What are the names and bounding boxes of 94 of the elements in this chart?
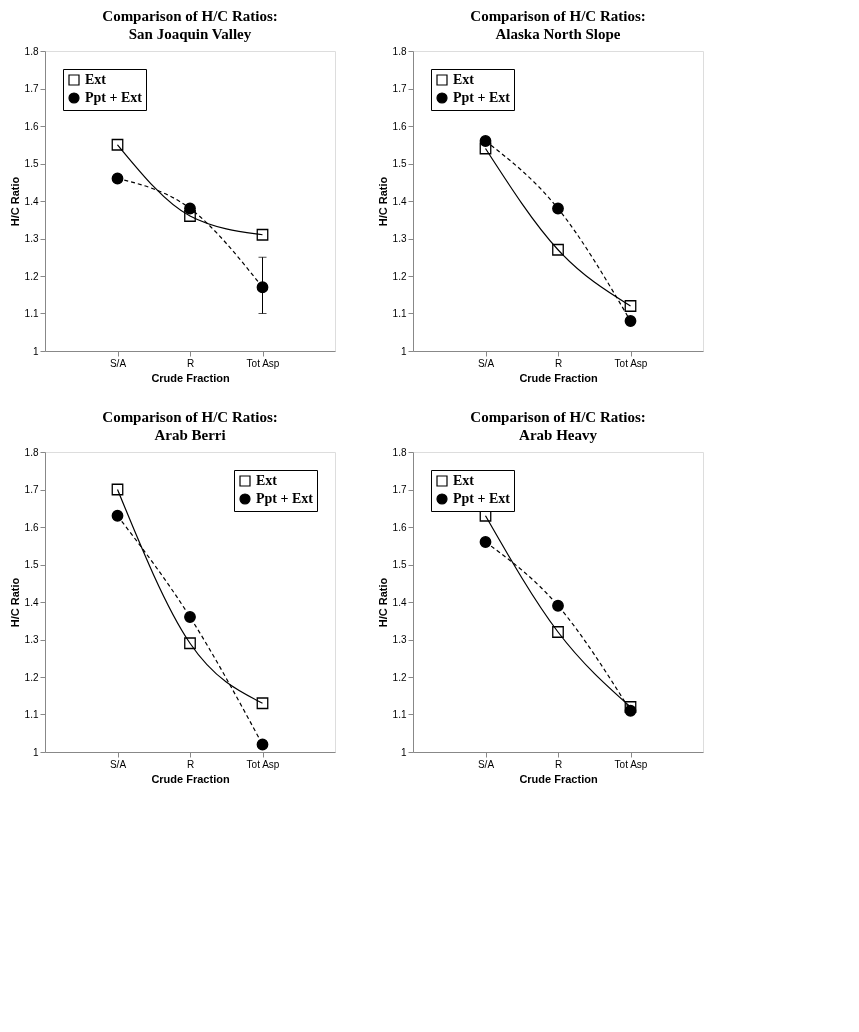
x-tick-label: S/A (477, 357, 495, 369)
y-tick-label: 1.1 (392, 709, 407, 720)
y-tick-label: 1.7 (392, 484, 407, 495)
y-tick-label: 1.6 (392, 120, 407, 132)
x-tick-label: Tot Asp (614, 758, 648, 770)
point (184, 637, 196, 650)
y-tick-label: 1.5 (392, 158, 407, 169)
point (479, 142, 492, 155)
y-tick-label: 1.6 (392, 521, 407, 533)
x-axis-title: Crude Fraction (151, 371, 230, 384)
chart-subtitle: Arab Heavy (519, 427, 598, 443)
y-tick-label: 1 (32, 345, 39, 357)
chart-title: Comparison of H/C Ratios: (470, 409, 646, 425)
point (624, 704, 637, 717)
point (184, 210, 196, 222)
point (552, 243, 564, 256)
y-tick-label: 1.7 (24, 83, 39, 94)
x-tick-label: R (554, 357, 563, 369)
point (256, 738, 269, 751)
point (256, 281, 269, 294)
point (479, 536, 492, 548)
y-tick-label: 1.4 (24, 596, 39, 608)
point (111, 172, 124, 185)
y-tick-label: 1.4 (392, 195, 407, 207)
y-tick-label: 1.8 (24, 446, 39, 458)
y-tick-label: 1.3 (24, 634, 39, 645)
point (624, 300, 637, 312)
point (111, 509, 124, 522)
x-tick-label: S/A (109, 758, 127, 770)
y-axis-title: H/C Ratio (376, 176, 389, 227)
y-tick-label: 1.5 (24, 158, 39, 169)
x-tick-label: R (554, 758, 563, 770)
y-tick-label: 1 (400, 746, 407, 758)
legend-label: Ppt + Ext (453, 90, 511, 105)
point (552, 599, 564, 612)
legend-label: Ext (453, 473, 475, 488)
y-tick-label: 1.2 (392, 671, 407, 683)
y-tick-label: 1.1 (24, 709, 39, 720)
point (184, 611, 196, 623)
y-tick-label: 1.8 (392, 446, 407, 458)
y-tick-label: 1.6 (24, 120, 39, 132)
y-tick-label: 1.4 (24, 195, 39, 207)
legend-label: Ppt + Ext (453, 491, 511, 506)
x-axis-title: Crude Fraction (519, 371, 598, 384)
y-tick-label: 1 (400, 345, 407, 357)
point (111, 138, 124, 151)
chart-title: Comparison of H/C Ratios: (102, 8, 278, 24)
x-tick-label: S/A (109, 357, 127, 369)
x-axis-title: Crude Fraction (519, 772, 598, 785)
x-tick-label: R (186, 357, 195, 369)
y-tick-label: 1.7 (24, 484, 39, 495)
chart-title: Comparison of H/C Ratios: (102, 409, 278, 425)
legend-label: Ppt + Ext (256, 491, 314, 506)
point (552, 626, 564, 638)
chart-subtitle: San Joaquin Valley (128, 26, 252, 42)
legend-label: Ppt + Ext (85, 90, 143, 105)
y-axis-title: H/C Ratio (376, 577, 389, 628)
x-tick-label: S/A (477, 758, 495, 770)
legend-label: Ext (256, 473, 278, 488)
y-tick-label: 1.5 (24, 559, 39, 570)
y-axis-title: H/C Ratio (8, 577, 21, 628)
y-tick-label: 1.4 (392, 596, 407, 608)
point (111, 483, 124, 496)
y-tick-label: 1.3 (392, 233, 407, 244)
y-tick-label: 1.7 (392, 83, 407, 94)
y-tick-label: 1.1 (24, 308, 39, 319)
y-tick-label: 1.6 (24, 521, 39, 533)
y-tick-label: 1.2 (392, 270, 407, 282)
x-tick-label: Tot Asp (614, 357, 648, 369)
legend-label: Ext (453, 72, 475, 87)
y-tick-label: 1.8 (24, 45, 39, 57)
y-tick-label: 1.8 (392, 45, 407, 57)
point (479, 135, 492, 147)
point (624, 315, 637, 327)
x-tick-label: R (186, 758, 195, 770)
y-tick-label: 1.2 (24, 671, 39, 683)
point (184, 202, 196, 215)
y-tick-label: 1.3 (24, 233, 39, 244)
x-tick-label: Tot Asp (246, 357, 280, 369)
x-tick-label: Tot Asp (246, 758, 280, 770)
y-tick-label: 1 (32, 746, 39, 758)
y-tick-label: 1.1 (392, 308, 407, 319)
point (256, 228, 269, 241)
x-axis-title: Crude Fraction (151, 772, 230, 785)
chart-title: Comparison of H/C Ratios: (470, 8, 646, 24)
y-tick-label: 1.5 (392, 559, 407, 570)
point (256, 697, 269, 710)
chart-subtitle: Arab Berri (154, 427, 226, 443)
y-tick-label: 1.3 (392, 634, 407, 645)
y-tick-label: 1.2 (24, 270, 39, 282)
point (552, 202, 564, 215)
chart-subtitle: Alaska North Slope (495, 26, 621, 42)
legend-label: Ext (85, 72, 107, 87)
y-axis-title: H/C Ratio (8, 176, 21, 227)
